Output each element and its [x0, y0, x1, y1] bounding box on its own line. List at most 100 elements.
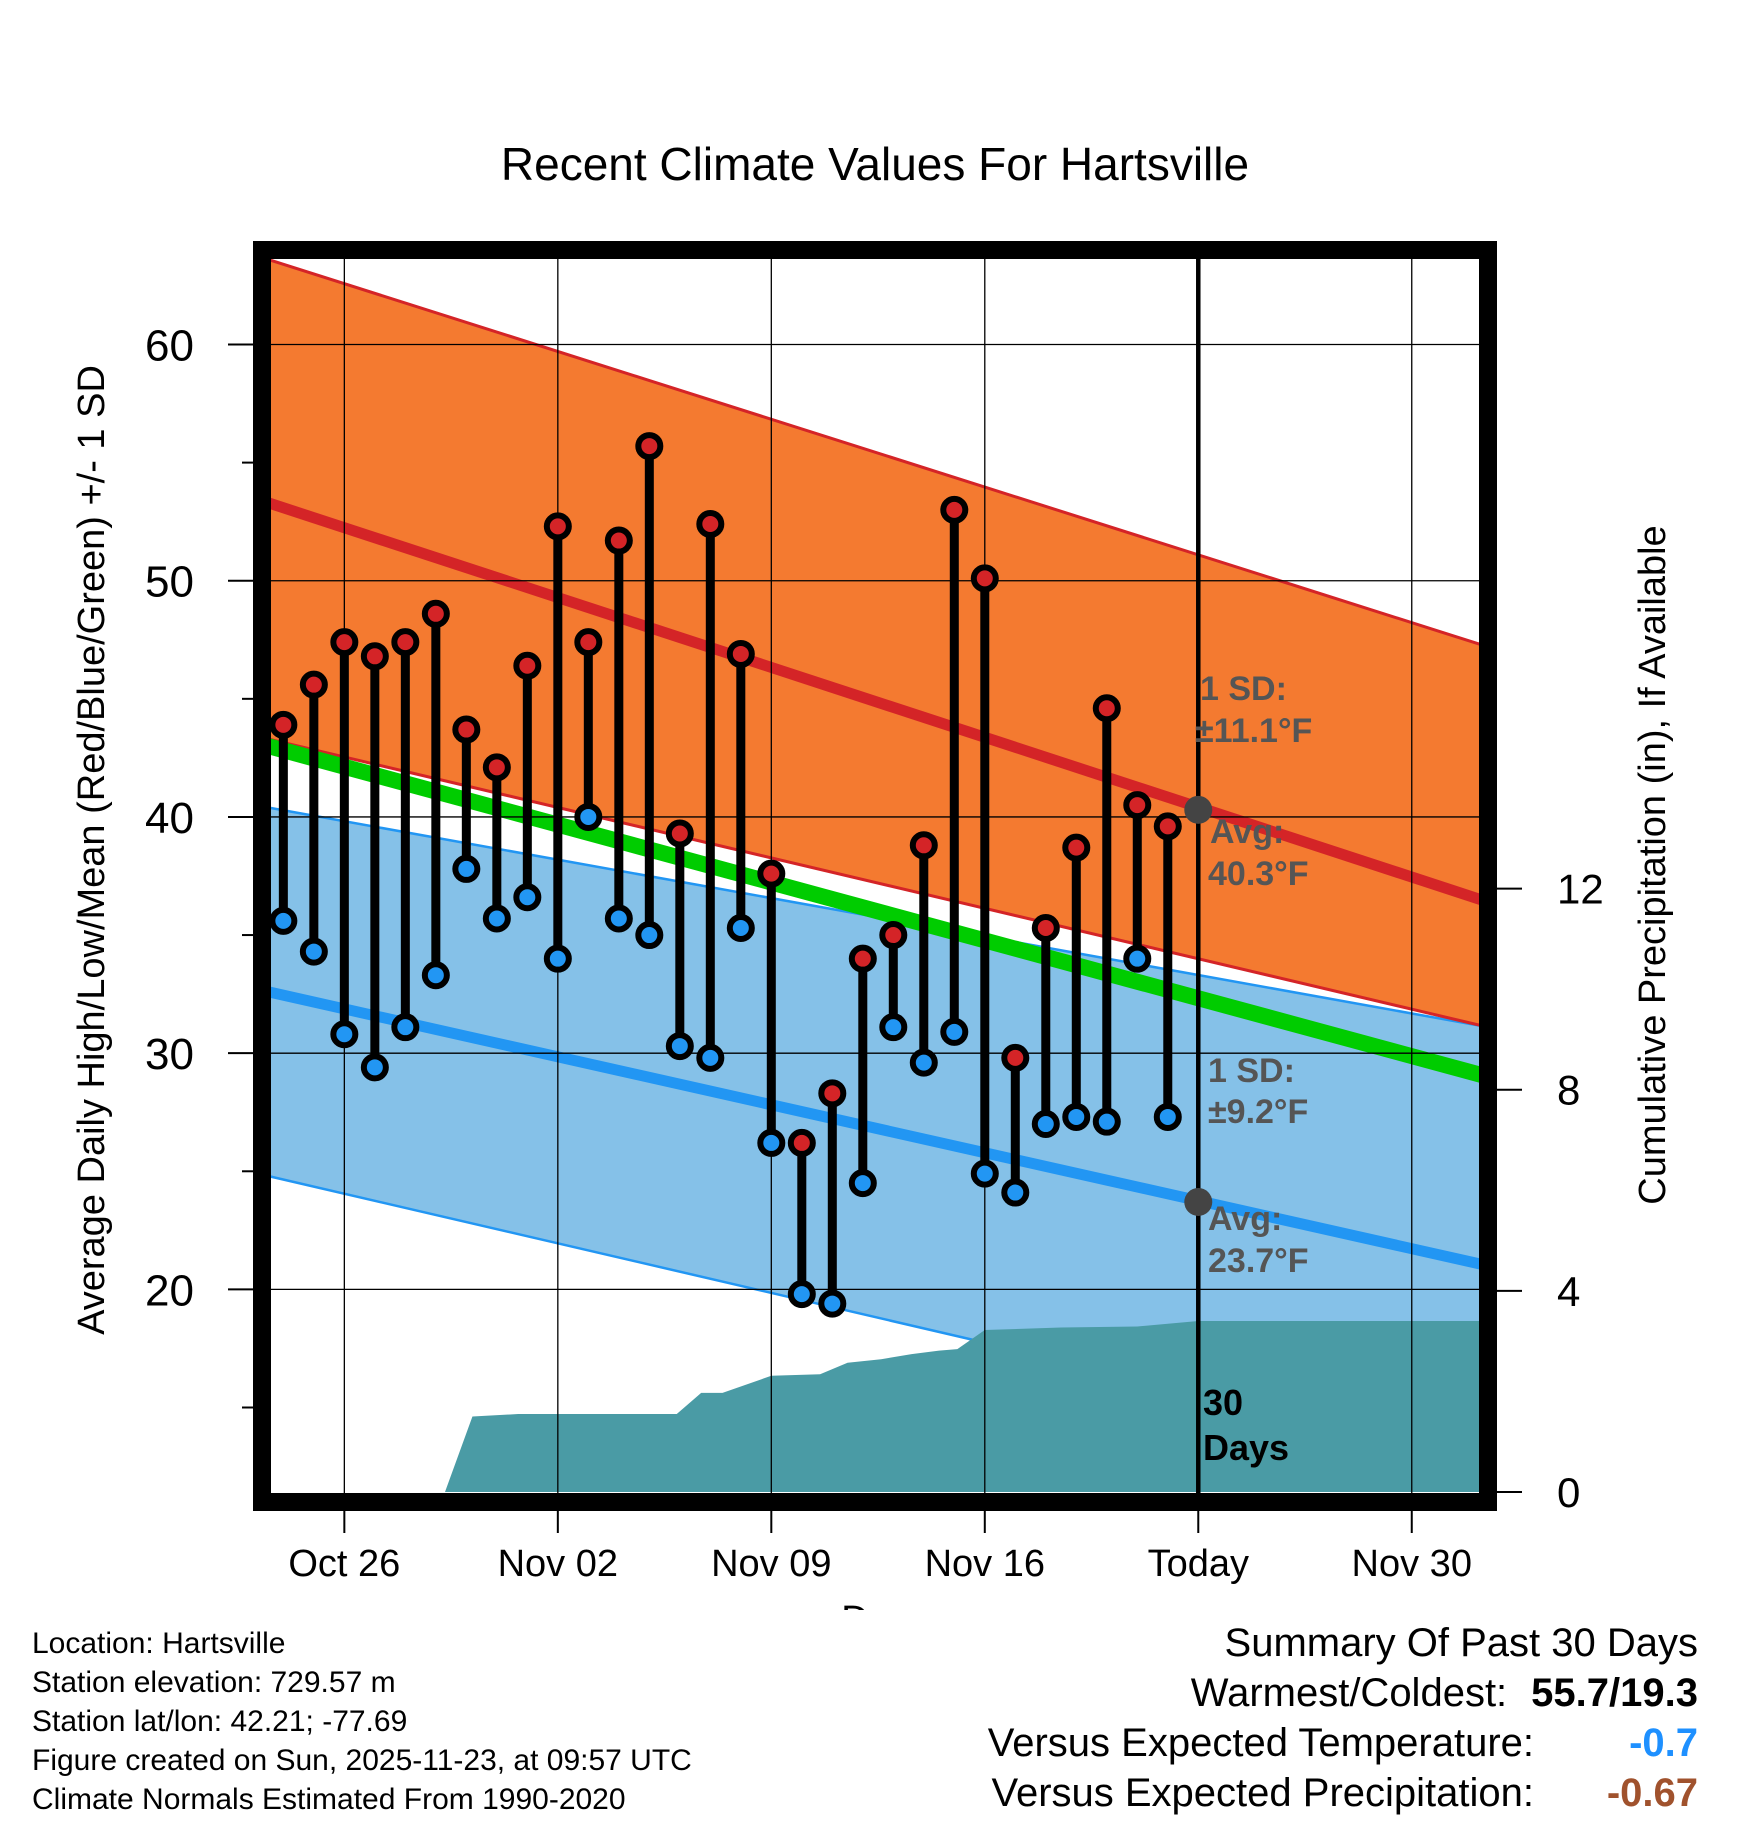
obs-low-point — [1062, 1102, 1091, 1131]
obs-low-point — [299, 937, 328, 966]
obs-high-point — [1031, 913, 1060, 942]
low-sd-value: ±9.2°F — [1208, 1093, 1308, 1131]
x-axis-label: Day — [841, 1599, 909, 1610]
normals-text: Climate Normals Estimated From 1990-2020 — [32, 1783, 626, 1816]
obs-high-point — [391, 628, 420, 657]
obs-high-point — [421, 599, 450, 628]
created-text: Figure created on Sun, 2025-11-23, at 09… — [32, 1744, 692, 1777]
obs-low-point — [452, 854, 481, 883]
obs-high-point — [513, 651, 542, 680]
y-tick-label: 50 — [145, 558, 194, 607]
high-sd-band — [268, 259, 1488, 1028]
obs-low-point — [421, 961, 450, 990]
obs-low-point — [1001, 1178, 1030, 1207]
precip-label: Versus Expected Precipitation: — [991, 1771, 1534, 1815]
temp-label: Versus Expected Temperature: — [987, 1721, 1534, 1765]
obs-low-point — [848, 1169, 877, 1198]
high-sd-value: ±11.1°F — [1195, 712, 1312, 750]
obs-low-point — [635, 921, 664, 950]
obs-high-point — [1062, 833, 1091, 862]
y2-tick-label: 4 — [1557, 1268, 1580, 1315]
obs-high-point — [543, 512, 572, 541]
obs-high-point — [757, 859, 786, 888]
obs-high-point — [970, 564, 999, 593]
obs-low-point — [818, 1289, 847, 1318]
obs-high-point — [1001, 1043, 1030, 1072]
high-avg-label: Avg: — [1210, 813, 1284, 851]
obs-high-point — [1123, 791, 1152, 820]
climate-chart: Recent Climate Values For Hartsville 1 S… — [71, 138, 1674, 1610]
x-tick-label: Nov 30 — [1352, 1543, 1472, 1585]
y-tick-label: 60 — [145, 321, 194, 370]
obs-low-point — [330, 1020, 359, 1049]
obs-high-point — [604, 526, 633, 555]
normal-high-line — [266, 497, 1488, 908]
obs-low-point — [726, 913, 755, 942]
station-info: Location: Hartsville Station elevation: … — [32, 1624, 692, 1819]
low-avg-point — [1184, 1187, 1213, 1216]
warm-cold-label: Warmest/Coldest: — [1190, 1671, 1508, 1715]
precip-value: -0.67 — [1606, 1771, 1698, 1815]
y-tick-label: 40 — [145, 794, 194, 843]
latlon-text: Station lat/lon: 42.21; -77.69 — [32, 1705, 408, 1738]
low-avg-label: Avg: — [1208, 1200, 1282, 1238]
obs-low-point — [879, 1013, 908, 1042]
obs-low-point — [1123, 944, 1152, 973]
precipitation-area — [444, 1320, 1488, 1492]
axes: 20 30 40 50 60 0 4 8 12 Oct 26 Nov 02 Nov 09 Nov 16 T… — [71, 321, 1674, 1610]
high-sd-upper-edge — [267, 258, 1488, 649]
obs-high-point — [940, 495, 969, 524]
obs-high-point — [665, 819, 694, 848]
obs-low-point — [665, 1032, 694, 1061]
obs-low-point — [604, 904, 633, 933]
x-tick-label: Nov 02 — [498, 1543, 618, 1585]
high-sd-label: 1 SD: — [1200, 670, 1287, 708]
period-unit: Days — [1203, 1427, 1289, 1468]
obs-high-point — [818, 1079, 847, 1108]
obs-low-point — [360, 1053, 389, 1082]
obs-high-point — [330, 628, 359, 657]
temp-row: Versus Expected Temperature: -0.7 — [988, 1718, 1698, 1768]
obs-low-point — [482, 904, 511, 933]
high-sd-lower-edge — [267, 737, 1488, 1029]
obs-high-point — [879, 921, 908, 950]
summary-title: Summary Of Past 30 Days — [1224, 1621, 1698, 1665]
obs-high-point — [360, 642, 389, 671]
obs-high-point — [726, 639, 755, 668]
obs-high-point — [696, 510, 725, 539]
y-tick-label: 20 — [145, 1266, 194, 1315]
x-tick-label: Today — [1148, 1543, 1249, 1585]
obs-high-point — [848, 944, 877, 973]
obs-high-point — [269, 710, 298, 739]
obs-low-point — [1092, 1107, 1121, 1136]
precip-row: Versus Expected Precipitation: -0.67 — [988, 1768, 1698, 1818]
obs-high-point — [482, 753, 511, 782]
obs-low-point — [1031, 1110, 1060, 1139]
obs-high-point — [574, 628, 603, 657]
obs-low-point — [1153, 1102, 1182, 1131]
obs-low-point — [269, 906, 298, 935]
obs-high-point — [787, 1128, 816, 1157]
obs-low-point — [513, 883, 542, 912]
obs-high-point — [909, 831, 938, 860]
low-avg-value: 23.7°F — [1208, 1242, 1309, 1280]
high-avg-point — [1184, 795, 1213, 824]
y-axis-label: Average Daily High/Low/Mean (Red/Blue/Gr… — [71, 365, 113, 1335]
y2-tick-label: 8 — [1557, 1067, 1580, 1114]
low-sd-label: 1 SD: — [1208, 1052, 1295, 1090]
warm-cold-value: 55.7/19.3 — [1531, 1671, 1698, 1715]
obs-high-point — [1153, 812, 1182, 841]
obs-low-point — [574, 802, 603, 831]
obs-low-point — [696, 1043, 725, 1072]
obs-high-point — [452, 715, 481, 744]
x-tick-label: Oct 26 — [288, 1543, 400, 1585]
obs-low-point — [909, 1048, 938, 1077]
period-number: 30 — [1203, 1382, 1243, 1423]
y2-tick-label: 12 — [1557, 866, 1604, 913]
plot-frame — [253, 241, 1497, 1511]
plot-area — [266, 258, 1488, 1492]
x-tick-label: Nov 16 — [925, 1543, 1045, 1585]
obs-low-point — [940, 1017, 969, 1046]
obs-high-point — [635, 432, 664, 461]
